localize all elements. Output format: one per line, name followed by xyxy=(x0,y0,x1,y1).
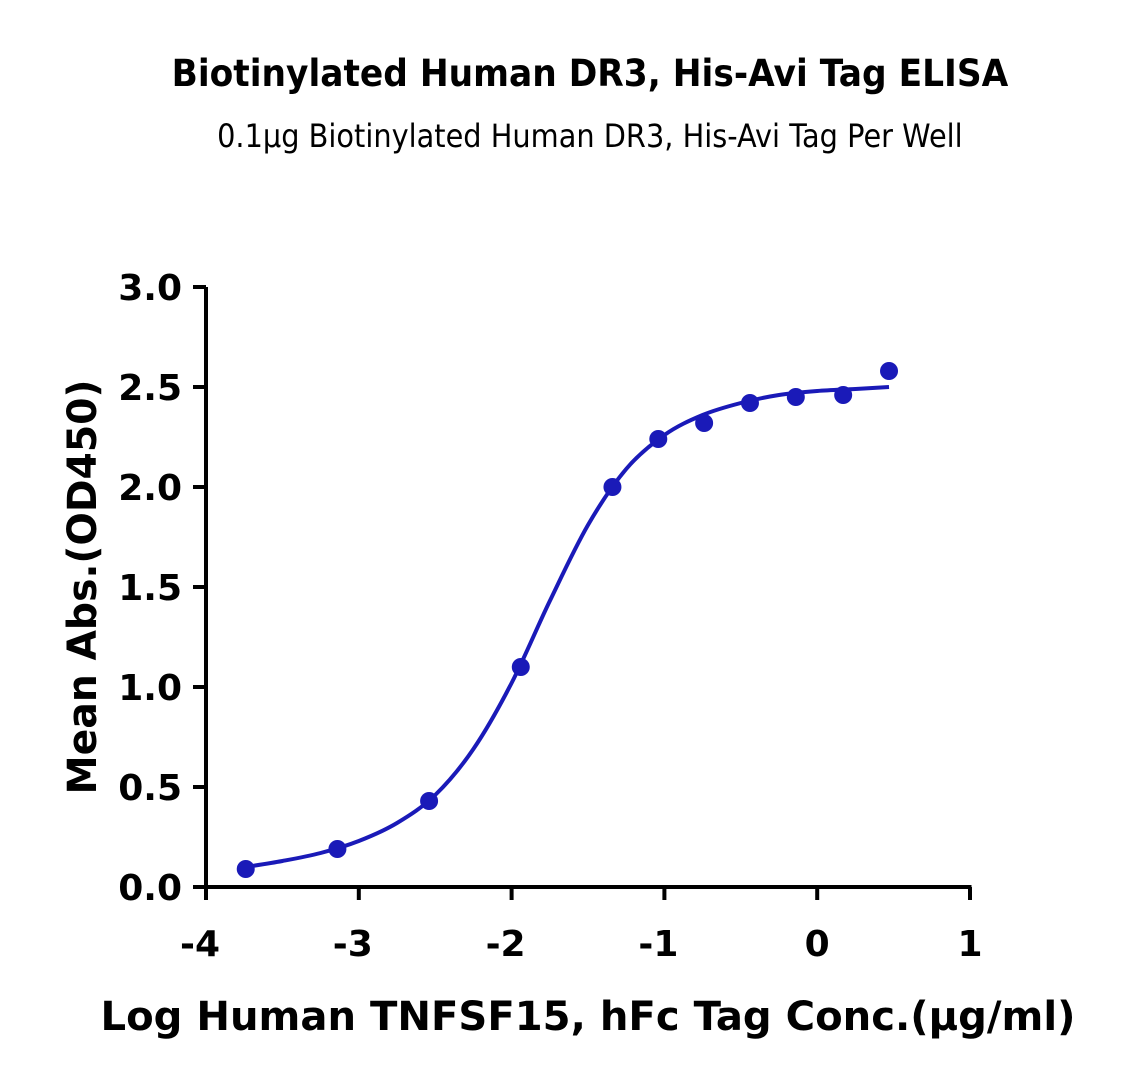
data-points-layer xyxy=(236,362,899,878)
data-point xyxy=(603,478,622,496)
data-point xyxy=(649,430,668,448)
x-tick-label: -1 xyxy=(638,924,678,965)
x-tick-label: -3 xyxy=(333,924,373,965)
y-tick-label: 1.0 xyxy=(118,668,182,709)
y-tick-label: 2.5 xyxy=(118,368,182,409)
data-point xyxy=(420,792,439,810)
data-point xyxy=(695,414,714,432)
data-point xyxy=(834,386,853,404)
y-tick-label: 3.0 xyxy=(118,268,182,309)
data-point xyxy=(786,388,805,406)
y-tick-label: 1.5 xyxy=(118,568,182,609)
chart-title: Biotinylated Human DR3, His-Avi Tag ELIS… xyxy=(171,52,1009,95)
x-tick-label: 1 xyxy=(957,924,982,965)
y-tick-label: 0.0 xyxy=(118,868,182,909)
x-tick-label: -4 xyxy=(180,924,220,965)
data-point xyxy=(740,394,759,412)
data-point xyxy=(880,362,899,380)
y-tick-label: 0.5 xyxy=(118,768,182,809)
data-point xyxy=(236,860,255,878)
x-tick-label: -2 xyxy=(486,924,526,965)
data-point xyxy=(328,840,347,858)
x-tick-label: 0 xyxy=(805,924,830,965)
fit-curve-layer xyxy=(245,385,890,869)
chart-subtitle: 0.1μg Biotinylated Human DR3, His-Avi Ta… xyxy=(217,117,963,155)
y-tick-label: 2.0 xyxy=(118,468,182,509)
x-axis-label: Log Human TNFSF15, hFc Tag Conc.(μg/ml) xyxy=(101,994,1076,1040)
fit-curve xyxy=(245,385,890,869)
axes: 0.0 0.5 1.0 1.5 2.0 2.5 3.0 -4 -3 -2 -1 0 1 xyxy=(118,268,982,965)
data-point xyxy=(511,658,530,676)
y-axis-label: Mean Abs.(OD450) xyxy=(60,380,106,795)
